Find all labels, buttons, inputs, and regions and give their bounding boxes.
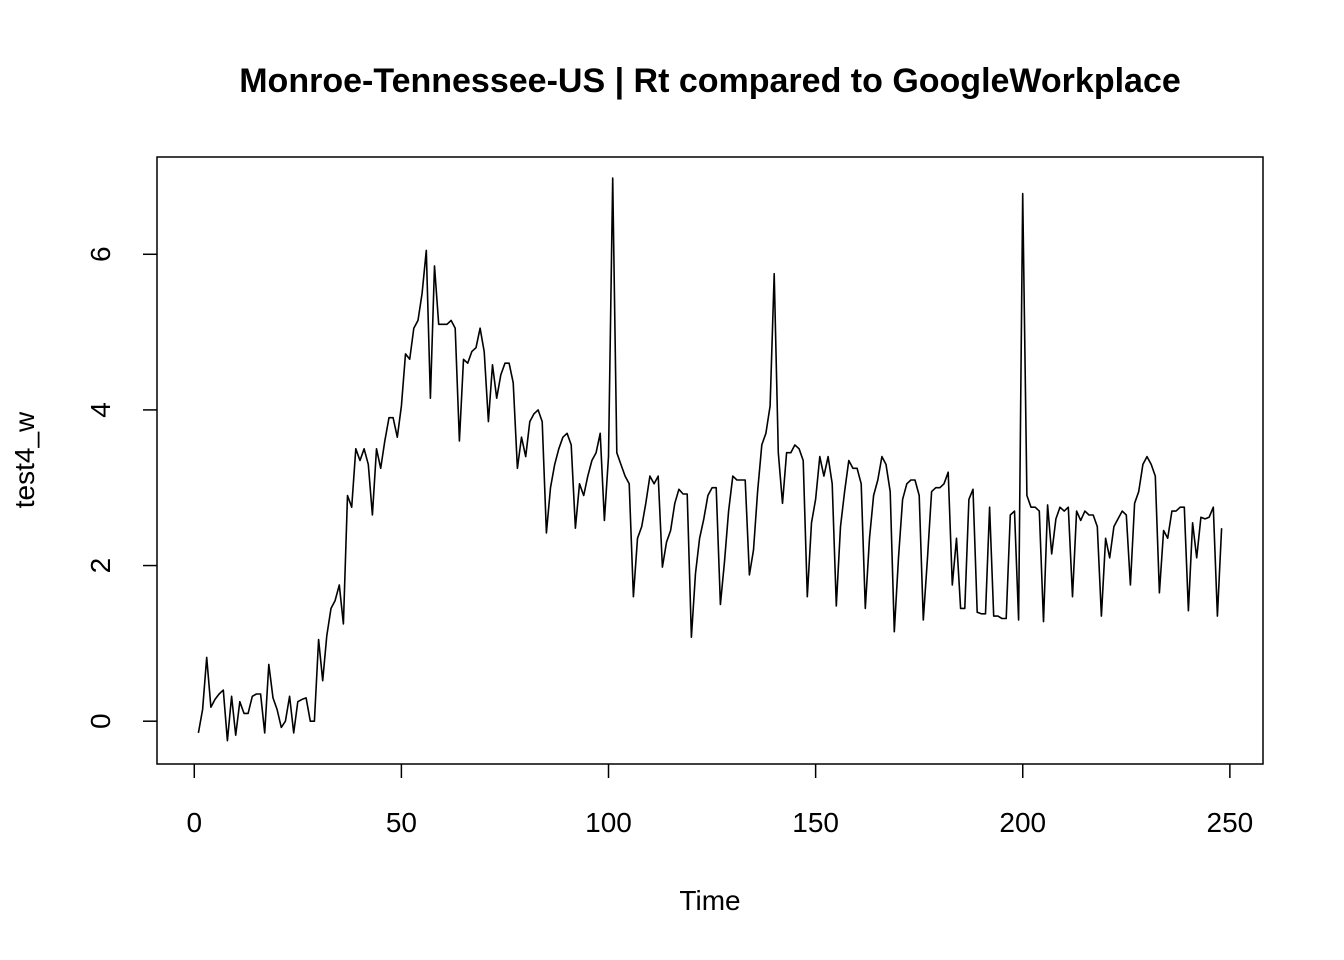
x-axis: 0 50 100 150 200 250 [186, 764, 1253, 838]
x-tick-label: 0 [186, 807, 202, 838]
y-tick-label: 4 [85, 402, 116, 418]
x-tick-label: 150 [792, 807, 839, 838]
series-line [197, 177, 1223, 742]
y-tick-label: 2 [85, 558, 116, 574]
x-tick-label: 200 [999, 807, 1046, 838]
x-axis-label: Time [679, 885, 740, 916]
y-axis-label: test4_w [9, 411, 40, 508]
chart-title: Monroe-Tennessee-US | Rt compared to Goo… [239, 62, 1181, 100]
x-tick-label: 100 [585, 807, 632, 838]
plot-frame [156, 156, 1264, 765]
x-tick-label: 250 [1207, 807, 1254, 838]
x-tick-label: 50 [386, 807, 417, 838]
y-tick-label: 6 [85, 246, 116, 262]
y-tick-label: 0 [85, 713, 116, 729]
y-axis: 0 2 4 6 [85, 246, 157, 729]
